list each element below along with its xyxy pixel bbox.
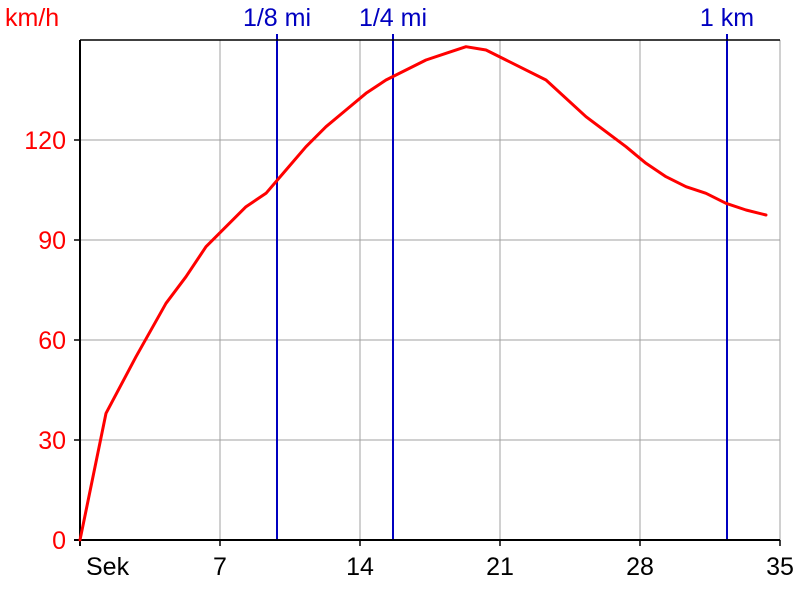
series-line-0 [78, 45, 768, 542]
y-tick-label-0: 0 [52, 527, 66, 555]
x-tick-label-0: 7 [213, 553, 227, 581]
x-tick-label-3: 28 [626, 553, 654, 581]
y-tick-label-3: 90 [38, 227, 66, 255]
x-tick-labels: 7 14 21 28 35 [213, 553, 794, 581]
y-tick-labels: 0 30 60 90 120 [24, 127, 66, 555]
marker-label-0: 1/8 mi [243, 4, 311, 32]
distance-markers: 1/8 mi 1/4 mi 1 km [243, 4, 754, 540]
y-tick-label-4: 120 [24, 127, 66, 155]
marker-label-2: 1 km [700, 4, 754, 32]
y-axis-label: km/h [5, 4, 59, 32]
y-tick-label-1: 30 [38, 427, 66, 455]
x-tick-label-2: 21 [486, 553, 514, 581]
x-tick-label-1: 14 [346, 553, 374, 581]
marker-label-1: 1/4 mi [359, 4, 427, 32]
grid [80, 40, 781, 541]
x-tick-label-4: 35 [766, 553, 794, 581]
plot-frame [74, 39, 781, 546]
series-layer [78, 45, 768, 542]
x-axis-label: Sek [86, 553, 130, 581]
y-tick-label-2: 60 [38, 327, 66, 355]
